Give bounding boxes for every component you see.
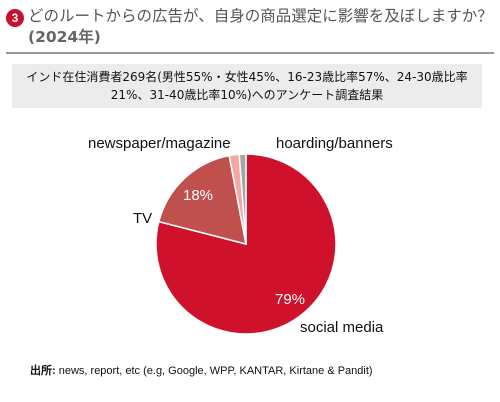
source-note: 出所: news, report, etc (e.g, Google, WPP,… bbox=[30, 362, 373, 378]
slice-value-social-media: 79% bbox=[275, 291, 305, 308]
header: 3 どのルートからの広告が、自身の商品選定に影響を及ぼしますか？ (2024年) bbox=[6, 6, 494, 48]
survey-description: インド在住消費者269名(男性55%・女性45%、16-23歳比率57%、24-… bbox=[12, 64, 482, 108]
source-text: news, report, etc (e.g, Google, WPP, KAN… bbox=[58, 365, 373, 377]
title-text: どのルートからの広告が、自身の商品選定に影響を及ぼしますか？ bbox=[28, 7, 493, 25]
source-label: 出所: bbox=[30, 365, 56, 377]
survey-description-text: インド在住消費者269名(男性55%・女性45%、16-23歳比率57%、24-… bbox=[26, 70, 468, 102]
pie-slice-newspaper-magazine bbox=[238, 153, 247, 245]
section-number-badge: 3 bbox=[6, 9, 24, 27]
pie-slices bbox=[155, 153, 337, 335]
slice-value-tv: 18% bbox=[183, 187, 213, 204]
slice-label-newspaper-magazine: newspaper/magazine bbox=[88, 135, 231, 152]
title-year: (2024年) bbox=[28, 28, 101, 46]
pie-slice-tv bbox=[157, 154, 247, 246]
pie-labels: social media 79% TV 18% hoarding/banners news… bbox=[88, 135, 393, 336]
slice-label-social-media: social media bbox=[300, 319, 384, 336]
title-divider bbox=[6, 52, 494, 54]
slice-label-tv: TV bbox=[133, 210, 152, 227]
page-title: どのルートからの広告が、自身の商品選定に影響を及ぼしますか？ (2024年) bbox=[28, 6, 494, 48]
slice-label-hoarding-banners: hoarding/banners bbox=[276, 135, 393, 152]
pie-chart: social media 79% TV 18% hoarding/banners news… bbox=[88, 135, 393, 336]
